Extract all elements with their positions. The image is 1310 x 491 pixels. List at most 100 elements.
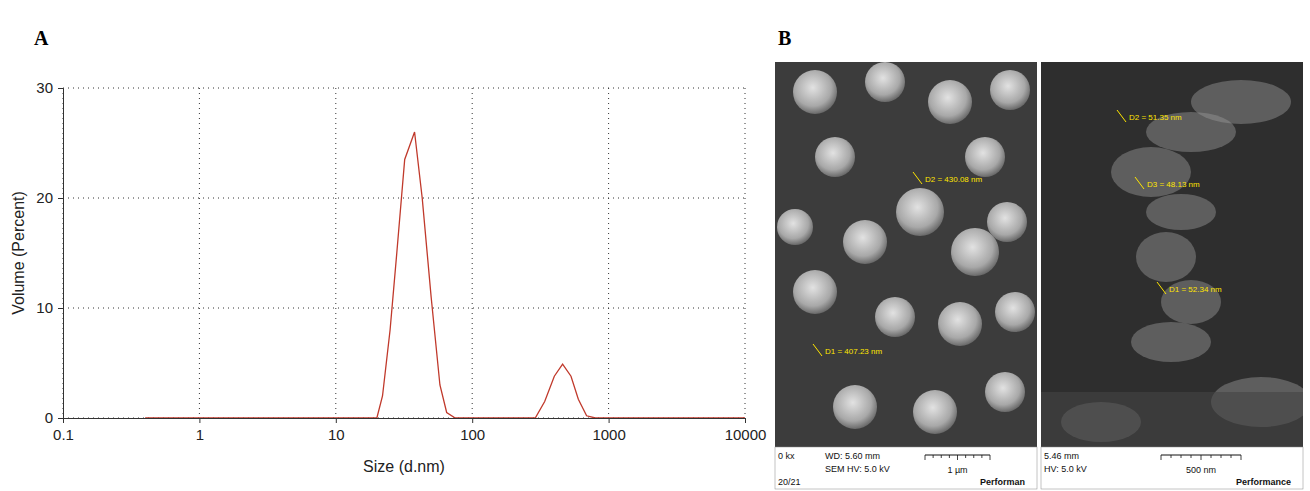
y-tick: 0 <box>45 409 63 426</box>
scale-bar-tick <box>933 455 934 458</box>
particle <box>815 137 855 177</box>
info-text: HV: 5.0 kV <box>1044 464 1087 474</box>
grid-line-x <box>335 88 336 418</box>
y-axis-line <box>58 89 64 419</box>
scale-bar-tick <box>925 455 926 460</box>
scale-bar-tick <box>1241 455 1242 460</box>
particle <box>951 228 999 276</box>
particle <box>995 292 1035 332</box>
x-tick-mark <box>745 418 746 423</box>
x-tick: 1 <box>196 418 204 443</box>
y-tick: 10 <box>36 299 63 316</box>
particle <box>777 209 813 245</box>
scale-bar-tick <box>941 455 942 458</box>
scale-bar-tick <box>949 455 950 458</box>
measure-line <box>913 172 922 184</box>
x-tick: 100 <box>460 418 485 443</box>
measure-line <box>813 344 822 356</box>
x-tick: 1000 <box>592 418 625 443</box>
scale-bar-tick <box>990 455 991 460</box>
grid <box>63 88 745 418</box>
particle <box>875 297 915 337</box>
particle <box>793 270 837 314</box>
scale-bar-tick <box>1231 455 1232 458</box>
measure-label: D1 = 407.23 nm <box>825 347 882 356</box>
scale-bar-tick <box>1181 455 1182 458</box>
x-tick-mark <box>609 418 610 423</box>
scale-bar-tick <box>981 455 982 458</box>
scale-bar-tick <box>1221 455 1222 458</box>
scale-bar-tick <box>973 455 974 458</box>
x-tick-label: 10 <box>328 426 345 443</box>
panel-label: B <box>778 27 791 49</box>
scale-bar-tick <box>1171 455 1172 458</box>
particle <box>990 70 1030 110</box>
x-tick: 10000 <box>725 418 767 443</box>
y-axis-title: Volume (Percent) <box>10 191 27 315</box>
grid-line-y <box>63 88 745 89</box>
substrate-band <box>1041 392 1303 447</box>
footer-text: Performance <box>1236 477 1291 487</box>
info-bar <box>775 447 1037 489</box>
y-axis: 0 10 20 30 <box>36 79 63 426</box>
x-tick-label: 10000 <box>725 426 767 443</box>
x-axis-line <box>64 419 746 424</box>
particle <box>793 70 837 114</box>
x-tick-label: 100 <box>460 426 485 443</box>
info-text: WD: 5.60 mm <box>825 451 880 461</box>
y-tick: 20 <box>36 189 63 206</box>
info-text: 0 kx <box>778 451 795 461</box>
panel-label: A <box>34 27 49 49</box>
y-tick-mark <box>58 88 63 89</box>
particle <box>985 372 1025 412</box>
micrograph-image <box>775 62 1037 447</box>
particle <box>987 202 1027 242</box>
grid-line-x <box>472 88 473 418</box>
aggregate <box>1136 232 1196 282</box>
x-tick-label: 1000 <box>592 426 625 443</box>
y-tick: 30 <box>36 79 63 96</box>
scale-bar-tick <box>1191 455 1192 458</box>
x-tick-mark <box>336 418 337 423</box>
scale-bar-tick <box>1161 455 1162 460</box>
particle <box>833 385 877 429</box>
particle <box>843 220 887 264</box>
x-axis: 0.1 1 10 100 1000 10000 <box>53 418 766 443</box>
measure-line <box>1157 282 1166 294</box>
y-tick-mark <box>58 418 63 419</box>
info-text: SEM HV: 5.0 kV <box>825 464 890 474</box>
x-tick-mark <box>472 418 473 423</box>
figure: A B 0.1 1 10 100 1000 10000 0 10 20 30 Size (d.nm) Vo… <box>0 0 1310 491</box>
grid-line-x <box>745 88 746 418</box>
micrograph: D2 = 430.08 nm D1 = 407.23 nm 0 kx WD: 5.60… <box>775 62 1037 489</box>
x-tick: 10 <box>328 418 345 443</box>
grid-line-x <box>608 88 609 418</box>
info-text: 20/21 <box>778 477 801 487</box>
scale-bar-tick <box>1201 455 1202 460</box>
measure-label: D2 = 430.08 nm <box>925 175 982 184</box>
particle <box>928 80 972 124</box>
measure-label: D2 = 51.35 nm <box>1129 113 1182 122</box>
info-bar <box>1041 447 1303 489</box>
aggregate <box>1111 147 1191 197</box>
aggregate <box>1146 194 1216 230</box>
x-axis-title: Size (d.nm) <box>363 458 445 475</box>
particle <box>913 390 957 434</box>
micrograph-texture <box>777 62 1035 434</box>
grid-line-y <box>63 198 745 199</box>
x-tick-mark <box>199 418 200 423</box>
micrograph-texture <box>1041 80 1303 447</box>
grid-line-y <box>63 308 745 309</box>
measure-label: D1 = 52.34 nm <box>1169 285 1222 294</box>
y-tick-mark <box>58 198 63 199</box>
micrograph: D2 = 51.35 nmD3 = 48.13 nmD1 = 52.34 nm5… <box>1041 62 1310 489</box>
y-tick-label: 20 <box>36 189 53 206</box>
x-tick: 0.1 <box>53 418 74 443</box>
particle <box>865 62 905 102</box>
grid-line-x <box>199 88 200 418</box>
y-tick-mark <box>58 308 63 309</box>
scale-bar-label: 1 µm <box>947 465 967 475</box>
y-tick-label: 0 <box>45 409 53 426</box>
measure-line <box>1117 110 1126 122</box>
x-tick-label: 1 <box>196 426 204 443</box>
